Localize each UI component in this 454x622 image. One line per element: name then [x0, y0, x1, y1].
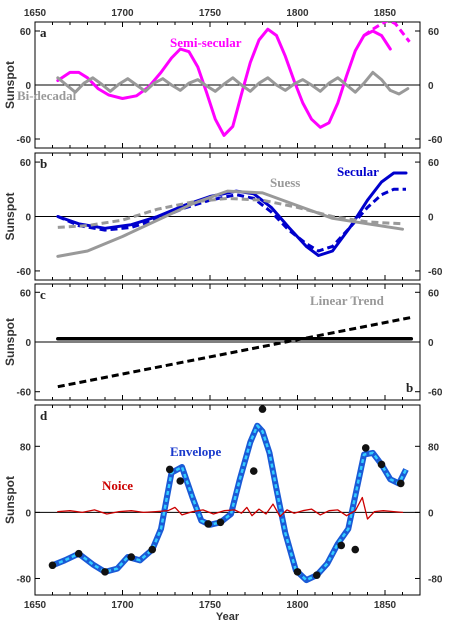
y-axis-label: Sunspot [3, 61, 17, 109]
panel-b: -60 -60 0 0 60 60 Sunspot b [3, 152, 443, 281]
y-tick-label: -80 [17, 574, 32, 585]
series-label-secular: Secular [337, 164, 379, 179]
envelope-peak-marker [48, 561, 57, 570]
y-tick-label-right: 0 [428, 508, 434, 519]
y-tick-label-right: 60 [428, 288, 440, 299]
series-suess-line [56, 189, 404, 258]
y-tick-label-right: 0 [428, 213, 434, 224]
envelope-peak-marker [204, 520, 213, 528]
y-tick-label: 60 [20, 27, 32, 38]
series-label-bi-decadal: Bi-decadal [17, 88, 77, 103]
x-tick-label-bottom: 1800 [286, 600, 309, 611]
y-tick-label-right: 0 [428, 81, 434, 92]
y-axis-label: Sunspot [3, 476, 17, 524]
x-tick-label-top: 1750 [199, 8, 222, 19]
y-tick-label: 60 [20, 158, 32, 169]
envelope-peak-marker [396, 479, 405, 488]
y-tick-label-right: -80 [428, 574, 443, 585]
panel-a: -60 -60 0 0 60 60 1650 1700 1750 1800 1850 Sunspot a [3, 8, 443, 149]
y-tick-label-right: -60 [428, 267, 443, 278]
y-tick-label-right: 80 [428, 442, 440, 453]
x-tick-label-bottom: 1850 [374, 600, 397, 611]
series-label-linear-trend: Linear Trend [310, 293, 385, 308]
y-tick-label: -60 [17, 135, 32, 146]
y-tick-label: 0 [25, 338, 31, 349]
envelope-peak-marker [249, 467, 258, 475]
envelope-peak-marker [361, 444, 370, 452]
envelope-peak-marker [293, 568, 302, 576]
x-tick-label-bottom: 1650 [24, 600, 47, 611]
panel-c: -60 -60 0 0 60 60 Sunspot c b [3, 283, 443, 401]
series-label-suess: Suess [270, 175, 300, 190]
envelope-peak-marker [176, 477, 185, 485]
y-tick-label-right: -60 [428, 388, 443, 399]
panel-d: -80 -80 0 0 80 80 1650 1700 1750 1800 1850 Year Suns… [3, 404, 443, 622]
series-label-envelope: Envelope [170, 444, 222, 459]
y-tick-label: -60 [17, 388, 32, 399]
series-extra-1-line [363, 22, 411, 43]
y-tick-label: 0 [25, 81, 31, 92]
envelope-peak-marker [101, 568, 109, 576]
envelope-peak-marker [127, 553, 136, 561]
series-label-noice: Noice [102, 478, 133, 493]
y-tick-label: 60 [20, 288, 32, 299]
series-bi-decadal-line [56, 70, 410, 96]
envelope-peak-marker [351, 545, 360, 554]
y-axis-label: Sunspot [3, 193, 17, 241]
envelope-peak-marker [377, 460, 386, 469]
panel-letter: c [40, 287, 46, 302]
series-extra-3-line [57, 196, 403, 229]
envelope-peak-marker [74, 549, 83, 558]
x-tick-label-bottom: 1750 [199, 600, 222, 611]
x-tick-label-top: 1700 [111, 8, 134, 19]
envelope-peak-marker [312, 571, 321, 579]
envelope-inner-line [52, 424, 408, 582]
y-tick-label-right: -60 [428, 135, 443, 146]
x-tick-label-top: 1800 [286, 8, 309, 19]
y-tick-label: 80 [20, 442, 32, 453]
envelope-peak-marker [258, 405, 267, 413]
panel-letter: b [40, 156, 47, 171]
panel-letter-secondary: b [406, 380, 413, 395]
y-tick-label: 0 [25, 508, 31, 519]
series-linear-trend-line [57, 315, 414, 389]
y-tick-label-right: 60 [428, 158, 440, 169]
panel-letter: d [40, 408, 48, 423]
series-extra-1-line [57, 187, 406, 253]
series-label-semi-secular: Semi-secular [170, 35, 242, 50]
series-noice-line [57, 496, 404, 520]
series-semi-secular-line [56, 27, 392, 137]
y-tick-label: -60 [17, 267, 32, 278]
panel-letter: a [40, 25, 47, 40]
y-tick-label: 0 [25, 213, 31, 224]
envelope-peak-marker [165, 465, 174, 474]
series-secular-line [56, 171, 408, 257]
y-tick-label-right: 60 [428, 27, 440, 38]
x-tick-label-top: 1850 [374, 8, 397, 19]
envelope-peak-marker [216, 518, 225, 527]
envelope-peak-marker [337, 541, 346, 550]
x-tick-label-top: 1650 [24, 8, 47, 19]
x-tick-label-bottom: 1700 [111, 600, 134, 611]
y-axis-label: Sunspot [3, 318, 17, 366]
envelope-peak-marker [148, 545, 157, 554]
x-axis-label: Year [216, 611, 240, 622]
y-tick-label-right: 0 [428, 338, 434, 349]
